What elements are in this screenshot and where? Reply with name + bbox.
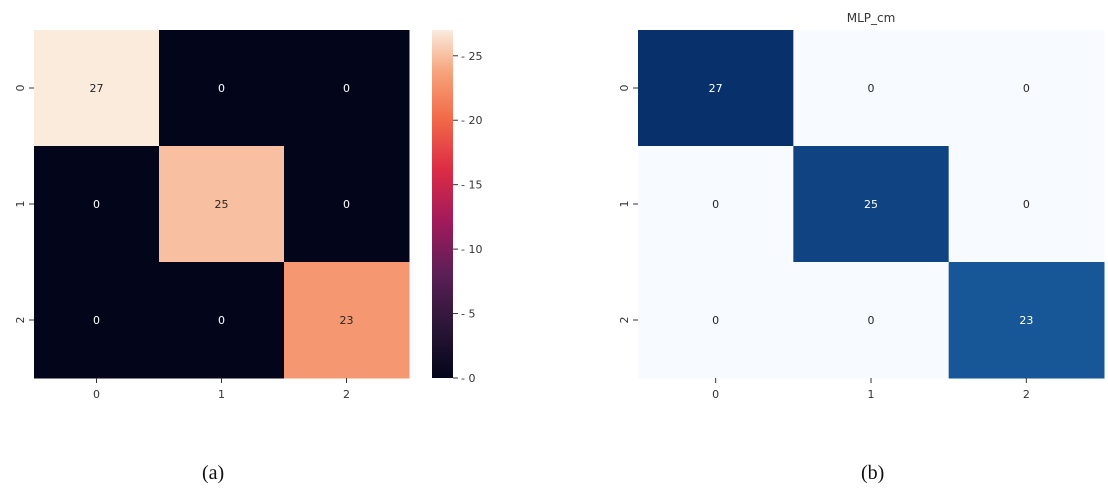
cell-value-label: 0 <box>218 82 225 95</box>
heatmap-cell <box>793 146 950 263</box>
heatmap-cell <box>638 262 794 379</box>
heatmap-b-x-ticks: 0 1 2 <box>712 378 1030 401</box>
cell-value-label: 25 <box>864 198 878 211</box>
cell-value-label: 25 <box>215 198 229 211</box>
x-tick-label: 1 <box>868 388 875 401</box>
y-tick-label: 2 <box>618 317 631 324</box>
colorbar-tick-label: - 10 <box>461 243 482 256</box>
heatmap-cell <box>793 30 950 147</box>
cell-value-label: 0 <box>218 314 225 327</box>
x-tick-label: 2 <box>343 388 350 401</box>
cell-value-label: 27 <box>90 82 104 95</box>
heatmap-cell <box>948 30 1105 147</box>
heatmap-cell <box>948 262 1105 379</box>
cell-value-label: 0 <box>868 314 875 327</box>
colorbar-tick-label: - 5 <box>461 308 475 321</box>
heatmap-b-cells: 27 0 0 0 25 0 0 0 23 <box>638 30 1105 379</box>
colorbar-tick-label: - 25 <box>461 50 482 63</box>
cell-value-label: 23 <box>340 314 354 327</box>
heatmap-cell <box>34 30 160 147</box>
colorbar-tick-label: - 15 <box>461 179 482 192</box>
y-tick-label: 0 <box>14 85 27 92</box>
cell-value-label: 27 <box>709 82 723 95</box>
cell-value-label: 23 <box>1019 314 1033 327</box>
cell-value-label: 0 <box>712 314 719 327</box>
cell-value-label: 0 <box>868 82 875 95</box>
y-tick-label: 2 <box>14 317 27 324</box>
heatmap-cell <box>284 262 410 379</box>
heatmap-cell <box>284 30 410 147</box>
y-tick-label: 0 <box>618 85 631 92</box>
heatmap-a-y-ticks: 0 1 2 <box>14 85 34 324</box>
heatmap-cell <box>638 30 794 147</box>
y-tick-label: 1 <box>618 201 631 208</box>
cell-value-label: 0 <box>1023 198 1030 211</box>
colorbar-gradient <box>432 30 453 378</box>
heatmap-cell <box>159 262 285 379</box>
x-tick-label: 2 <box>1023 388 1030 401</box>
colorbar-tick-label: - 0 <box>461 372 475 385</box>
heatmap-panel-b: MLP_cm 27 0 0 0 25 0 0 0 23 0 1 2 0 1 2 <box>618 11 1105 401</box>
x-tick-label: 0 <box>712 388 719 401</box>
heatmap-cell <box>793 262 950 379</box>
x-tick-label: 1 <box>218 388 225 401</box>
heatmap-b-y-ticks: 0 1 2 <box>618 85 638 324</box>
y-tick-label: 1 <box>14 201 27 208</box>
x-tick-label: 0 <box>93 388 100 401</box>
cell-value-label: 0 <box>93 314 100 327</box>
heatmap-cell <box>34 262 160 379</box>
heatmap-cell <box>638 146 794 263</box>
caption-a: (a) <box>202 462 225 484</box>
cell-value-label: 0 <box>1023 82 1030 95</box>
colorbar: - 0 - 5 - 10 - 15 - 20 - 25 <box>432 30 482 385</box>
heatmap-cell <box>34 146 160 263</box>
panel-b-title: MLP_cm <box>847 11 896 25</box>
heatmap-cell <box>159 146 285 263</box>
heatmap-a-x-ticks: 0 1 2 <box>93 378 350 401</box>
cell-value-label: 0 <box>343 82 350 95</box>
heatmap-cell <box>159 30 285 147</box>
heatmap-cell <box>284 146 410 263</box>
heatmap-a-cells: 27 0 0 0 25 0 0 0 23 <box>34 30 410 379</box>
cell-value-label: 0 <box>712 198 719 211</box>
heatmap-cell <box>948 146 1105 263</box>
caption-b: (b) <box>861 462 885 484</box>
colorbar-ticks: - 0 - 5 - 10 - 15 - 20 - 25 <box>453 50 482 385</box>
colorbar-tick-label: - 20 <box>461 114 482 127</box>
cell-value-label: 0 <box>343 198 350 211</box>
cell-value-label: 0 <box>93 198 100 211</box>
